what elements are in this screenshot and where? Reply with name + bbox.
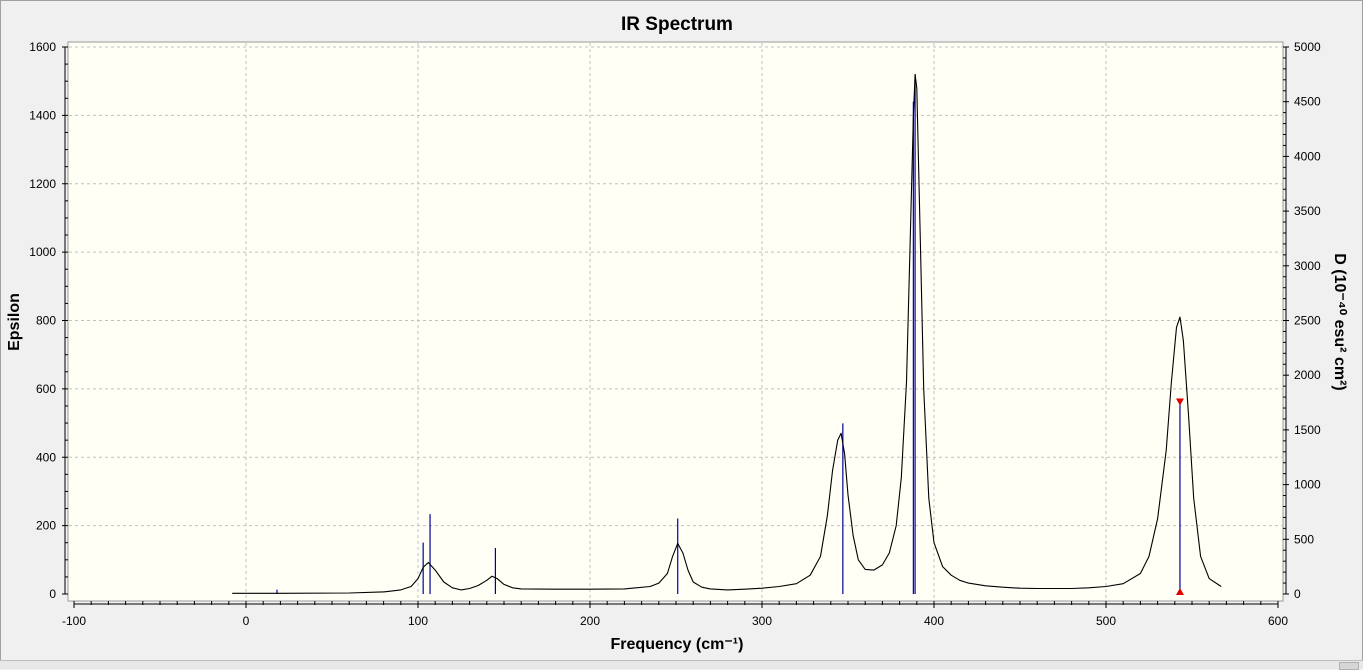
grid-lines	[69, 43, 1282, 600]
y2-tick-label: 1000	[1294, 478, 1321, 492]
y-tick-label: 1400	[29, 108, 56, 122]
right-y-axis: 0 500 1000 1500 2000 2500 3000 3500 4000 4500 5000	[1283, 40, 1321, 601]
y2-axis-label: D (10⁻⁴⁰ esu² cm²)	[1331, 253, 1348, 390]
y-tick-label: 0	[49, 587, 56, 601]
y-tick-label: 200	[36, 519, 56, 533]
x-tick-label: 600	[1268, 614, 1288, 628]
spectrum-series	[232, 73, 1222, 594]
y-tick-label: 800	[36, 314, 56, 328]
left-y-axis: 0 200 400 600 800 1000 1200 1400 1600	[29, 40, 68, 601]
plot-area[interactable]	[67, 41, 1284, 602]
y2-tick-label: 2000	[1294, 368, 1321, 382]
y-tick-label: 1000	[29, 245, 56, 259]
y-axis-label: Epsilon	[6, 293, 23, 351]
x-tick-label: 100	[408, 614, 428, 628]
selection-marker	[1175, 398, 1184, 595]
marker-top-triangle	[1175, 398, 1184, 406]
x-tick-label: 500	[1096, 614, 1116, 628]
y-tick-label: 1200	[29, 177, 56, 191]
y2-tick-label: 5000	[1294, 40, 1321, 54]
status-strip	[0, 660, 1363, 669]
x-tick-label: 0	[243, 614, 250, 628]
y2-tick-label: 2500	[1294, 314, 1321, 328]
y2-tick-label: 3000	[1294, 259, 1321, 273]
x-axis: -100 0 100 200 300 400 500 600	[62, 601, 1288, 628]
y2-tick-label: 0	[1294, 587, 1301, 601]
y2-tick-label: 4500	[1294, 95, 1321, 109]
resize-grip[interactable]	[1339, 662, 1359, 670]
y2-tick-label: 3500	[1294, 204, 1321, 218]
y-tick-label: 1600	[29, 40, 56, 54]
y-tick-label: 600	[36, 382, 56, 396]
chart-title: IR Spectrum	[621, 14, 733, 35]
y-tick-label: 400	[36, 450, 56, 464]
x-axis-label: Frequency (cm⁻¹)	[611, 636, 744, 653]
marker-bottom-triangle	[1175, 588, 1184, 595]
x-tick-label: -100	[62, 614, 86, 628]
x-tick-label: 400	[924, 614, 944, 628]
spectrum-line	[232, 73, 1222, 594]
x-tick-label: 300	[752, 614, 772, 628]
y2-tick-label: 1500	[1294, 423, 1321, 437]
x-tick-label: 200	[580, 614, 600, 628]
y2-tick-label: 4000	[1294, 149, 1321, 163]
y2-tick-label: 500	[1294, 532, 1314, 546]
